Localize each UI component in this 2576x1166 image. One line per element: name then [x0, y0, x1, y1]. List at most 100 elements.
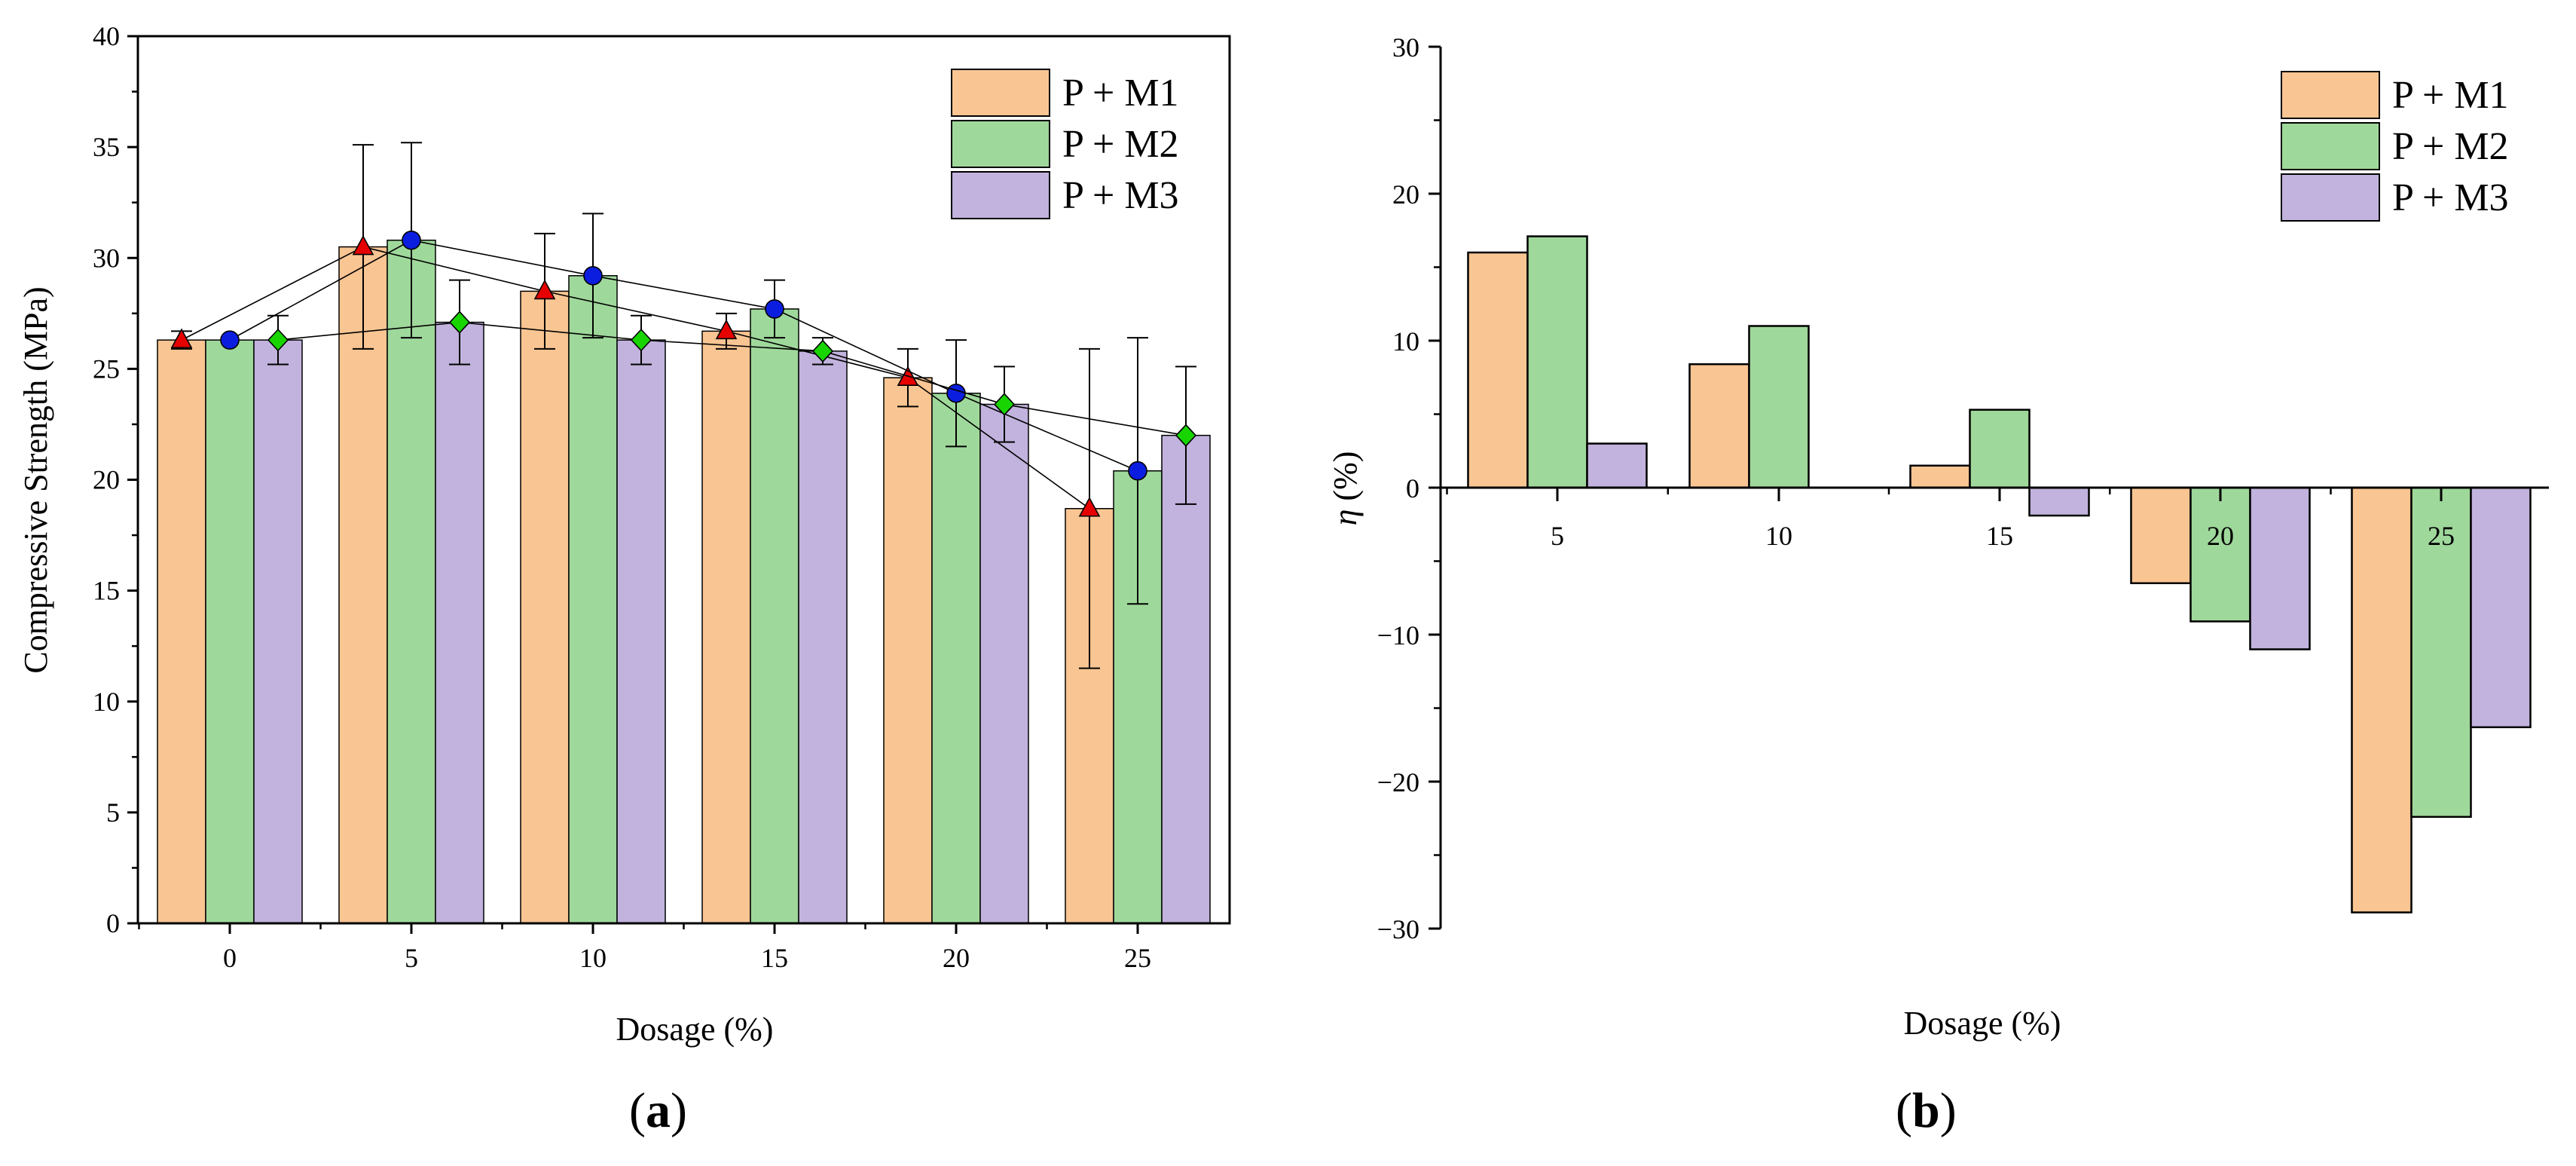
bar-a-2-1 — [435, 321, 484, 924]
x-axis-title-a: Dosage (%) — [616, 1011, 774, 1048]
x-tick-label-b-3: 20 — [2207, 521, 2234, 551]
bar-b-2-2 — [2028, 486, 2090, 517]
bar-a-0-1 — [338, 246, 388, 924]
triangle-marker-2 — [533, 279, 556, 300]
bar-a-1-1 — [387, 239, 436, 924]
y-tick-label-a-5: 25 — [93, 353, 120, 384]
bar-b-2-3 — [2249, 486, 2311, 650]
panel-label-b: (b) — [1896, 1083, 1957, 1138]
bar-b-0-0 — [1467, 251, 1529, 489]
marker-line-circle — [229, 239, 1138, 472]
bar-b-1-2 — [1969, 409, 2031, 489]
circle-marker-3 — [765, 299, 784, 319]
legend-label-a-1: P + M2 — [1062, 123, 1179, 166]
circle-marker-5 — [1128, 461, 1147, 481]
y-tick-label-a-8: 40 — [93, 21, 120, 51]
y-axis-title-a: Compressive Strength (MPa) — [17, 286, 54, 673]
legend-label-b-1: P + M2 — [2392, 125, 2509, 168]
y-axis-title-b-unit: (%) — [1327, 451, 1364, 510]
legend-swatch-b-2 — [2281, 173, 2380, 222]
bar-b-0-2 — [1909, 464, 1971, 489]
circle-marker-1 — [402, 230, 421, 250]
legend-label-b-2: P + M3 — [2392, 176, 2509, 219]
bar-a-2-5 — [1161, 434, 1211, 924]
triangle-marker-1 — [352, 234, 374, 256]
bar-a-0-2 — [520, 290, 570, 924]
x-tick-label-b-4: 25 — [2428, 521, 2455, 551]
y-tick-label-b-3: 0 — [1406, 473, 1419, 503]
circle-marker-0 — [220, 330, 240, 350]
circle-marker-4 — [946, 383, 966, 403]
y-tick-label-b-5: 20 — [1392, 179, 1419, 210]
bar-b-1-1 — [1748, 325, 1810, 489]
y-tick-label-b-4: 10 — [1392, 326, 1419, 357]
y-tick-label-a-3: 15 — [93, 576, 120, 606]
x-tick-label-b-1: 10 — [1765, 521, 1792, 551]
bar-a-0-4 — [883, 377, 933, 924]
diamond-marker-0 — [267, 328, 289, 352]
marker-line-diamond — [277, 321, 1187, 436]
legend-swatch-a-1 — [951, 120, 1050, 168]
y-tick-label-b-2: −10 — [1377, 620, 1419, 650]
diamond-marker-1 — [448, 311, 471, 334]
legend-swatch-b-1 — [2281, 122, 2380, 170]
x-tick-label-a-0: 0 — [223, 943, 237, 973]
x-tick-label-b-2: 15 — [1986, 521, 2013, 551]
bar-a-2-2 — [616, 339, 666, 924]
diamond-marker-5 — [1175, 424, 1197, 447]
bar-b-0-4 — [2351, 486, 2413, 914]
x-tick-label-a-4: 20 — [943, 943, 970, 973]
bar-a-1-2 — [568, 275, 618, 924]
legend-swatch-b-0 — [2281, 71, 2380, 119]
panel-label-a: (a) — [629, 1083, 687, 1138]
y-tick-label-a-7: 35 — [93, 132, 120, 162]
legend-swatch-a-0 — [951, 69, 1050, 117]
bar-a-1-4 — [931, 392, 981, 924]
legend-swatch-a-2 — [951, 171, 1050, 219]
bar-a-2-0 — [253, 339, 303, 924]
x-axis-title-b: Dosage (%) — [1904, 1005, 2061, 1042]
panel-a-chart: 0 5 10 15 20 25 30 35 40 0 5 10 15 20 25 Dosage (%) Comp… — [17, 21, 1231, 1138]
triangle-marker-5 — [1078, 497, 1101, 517]
diamond-marker-4 — [993, 393, 1016, 416]
y-tick-label-a-2: 10 — [93, 687, 120, 717]
bar-a-1-0 — [205, 339, 255, 924]
bar-b-2-4 — [2470, 486, 2532, 729]
bar-b-0-1 — [1688, 363, 1750, 489]
y-tick-label-b-1: −20 — [1377, 767, 1419, 797]
bar-a-0-3 — [701, 330, 751, 924]
x-tick-label-a-5: 25 — [1124, 943, 1151, 973]
x-tick-label-a-1: 5 — [405, 943, 418, 973]
bar-a-2-3 — [798, 350, 848, 924]
diamond-marker-3 — [811, 339, 834, 363]
bar-a-2-4 — [979, 403, 1029, 924]
bar-b-1-0 — [1526, 235, 1588, 489]
legend-label-a-2: P + M3 — [1062, 174, 1179, 217]
bar-b-2-0 — [1586, 442, 1648, 489]
y-tick-label-b-6: 30 — [1392, 32, 1419, 63]
circle-marker-2 — [583, 265, 603, 286]
triangle-marker-3 — [715, 319, 738, 340]
bar-a-0-0 — [157, 339, 206, 924]
triangle-marker-0 — [170, 328, 193, 348]
y-axis-title-b: η (%) — [1327, 451, 1364, 526]
marker-line-triangle — [181, 246, 1090, 510]
y-tick-label-a-4: 20 — [93, 465, 120, 495]
bar-a-1-3 — [750, 308, 799, 924]
bar-b-1-3 — [2189, 486, 2251, 623]
legend-label-a-0: P + M1 — [1062, 72, 1179, 115]
y-tick-label-a-1: 5 — [106, 797, 120, 828]
panel-label-b-letter: b — [1912, 1083, 1940, 1138]
diamond-marker-2 — [630, 328, 652, 352]
x-tick-label-a-2: 10 — [579, 943, 607, 973]
y-axis-title-b-symbol: η — [1327, 510, 1364, 526]
y-tick-label-a-0: 0 — [106, 908, 120, 938]
legend-label-b-0: P + M1 — [2392, 74, 2509, 117]
y-tick-label-b-0: −30 — [1377, 914, 1419, 944]
bar-b-0-3 — [2130, 486, 2192, 584]
y-tick-label-a-6: 30 — [93, 243, 120, 273]
x-tick-label-a-3: 15 — [761, 943, 788, 973]
x-tick-label-b-0: 5 — [1551, 521, 1564, 551]
panel-label-a-letter: a — [646, 1083, 671, 1138]
